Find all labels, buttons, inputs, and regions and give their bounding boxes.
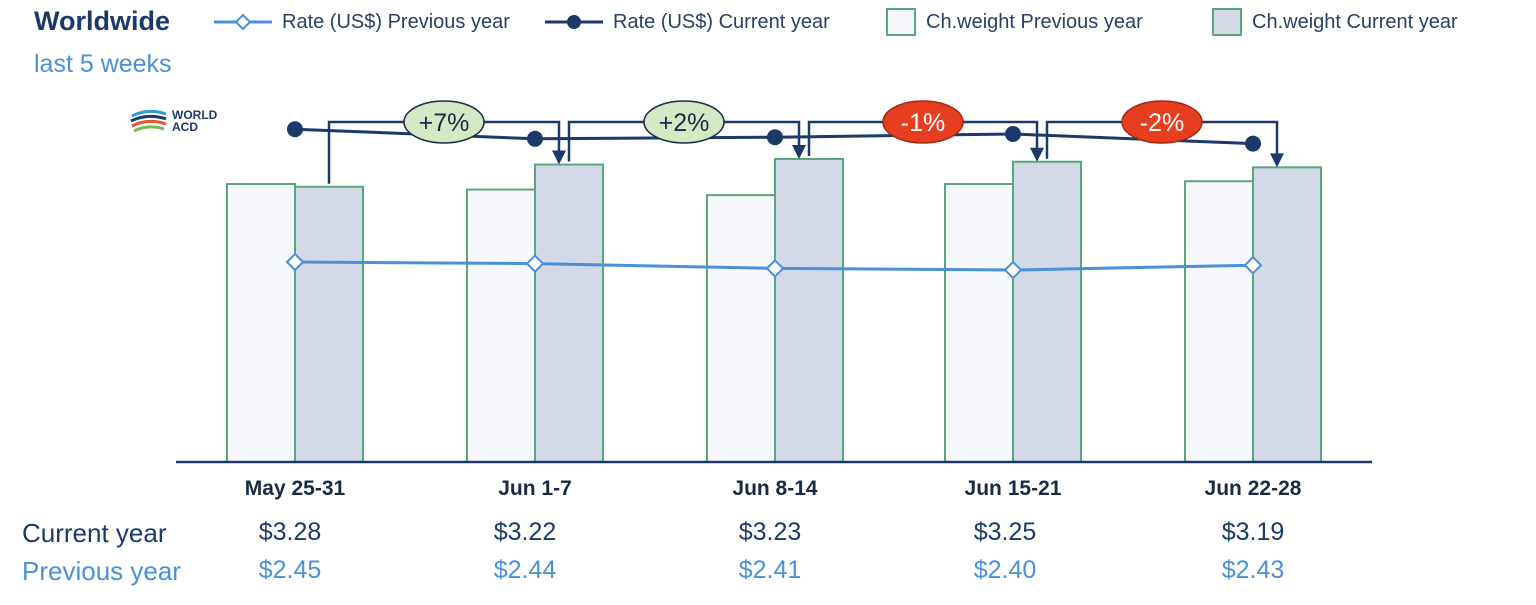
table-value-current-year: $3.23	[738, 518, 802, 546]
point-rate-previous	[285, 252, 305, 272]
chart-title: Worldwide	[34, 6, 171, 36]
world-acd-logo-icon	[130, 109, 167, 133]
change-arrow-icon	[1270, 153, 1284, 168]
table-value-current-year: $3.22	[493, 518, 557, 546]
table-label-current-year: Current year	[22, 518, 167, 548]
legend-label-rate-previous: Rate (US$) Previous year	[282, 10, 510, 33]
table-label-previous-year: Previous year	[22, 556, 181, 586]
change-arrow-icon	[552, 150, 566, 165]
point-rate-previous	[525, 254, 545, 274]
table-value-current-year: $3.19	[1221, 518, 1285, 546]
light-square-icon	[886, 8, 916, 36]
change-arrow-icon	[792, 144, 806, 159]
change-badge	[403, 100, 485, 144]
bar-weight-current	[774, 157, 844, 463]
chart-subtitle: last 5 weeks	[34, 50, 172, 78]
legend-item-rate-current: Rate (US$) Current year	[545, 8, 830, 36]
grey-square-icon	[1212, 8, 1242, 36]
change-badge	[882, 100, 964, 144]
point-rate-current	[1245, 135, 1261, 152]
bar-weight-previous	[1184, 180, 1254, 463]
legend-label-rate-current: Rate (US$) Current year	[613, 10, 830, 33]
point-rate-current	[287, 121, 303, 138]
x-tick-label: Jun 15-21	[965, 477, 1062, 500]
logo-text-line1: WORLD	[172, 108, 218, 122]
legend-item-weight-current: Ch.weight Current year	[1212, 8, 1458, 36]
world-acd-logo: WORLD ACD	[128, 108, 217, 134]
point-rate-current	[1005, 126, 1021, 142]
change-badge	[1121, 100, 1203, 144]
bar-weight-previous	[466, 188, 536, 463]
legend-label-weight-current: Ch.weight Current year	[1252, 10, 1458, 33]
bar-weight-previous	[706, 194, 776, 463]
change-badge-label: +7%	[419, 109, 470, 137]
logo-text-line2: ACD	[172, 120, 198, 134]
bar-weight-previous	[226, 183, 296, 463]
legend-item-weight-previous: Ch.weight Previous year	[886, 8, 1143, 36]
table-value-previous-year: $2.41	[738, 556, 802, 584]
point-rate-current	[527, 130, 543, 147]
bar-weight-previous	[944, 183, 1014, 463]
x-tick-label: Jun 22-28	[1205, 477, 1302, 500]
dot-line-icon	[545, 15, 603, 29]
table-value-previous-year: $2.43	[1221, 556, 1285, 584]
table-value-previous-year: $2.45	[258, 556, 322, 584]
table-value-previous-year: $2.40	[973, 556, 1037, 584]
point-rate-previous	[1003, 260, 1023, 280]
legend-item-rate-previous: Rate (US$) Previous year	[214, 8, 510, 36]
change-badge-label: -2%	[1140, 109, 1184, 137]
point-rate-current	[767, 129, 783, 146]
bar-weight-current	[534, 163, 604, 463]
change-badge-label: -1%	[901, 109, 945, 137]
bar-weight-current	[294, 185, 364, 463]
bar-weight-current	[1012, 160, 1082, 463]
legend-label-weight-previous: Ch.weight Previous year	[926, 10, 1143, 33]
x-tick-label: Jun 8-14	[732, 477, 818, 500]
x-tick-label: May 25-31	[245, 477, 346, 500]
diamond-line-icon	[214, 13, 272, 31]
point-rate-previous	[1243, 255, 1263, 275]
x-tick-label: Jun 1-7	[498, 477, 572, 500]
change-badge-label: +2%	[659, 109, 710, 137]
point-rate-previous	[765, 258, 785, 278]
table-value-current-year: $3.25	[973, 518, 1037, 546]
change-arrow-icon	[1030, 147, 1044, 162]
bar-weight-current	[1252, 166, 1322, 463]
table-value-current-year: $3.28	[258, 518, 322, 546]
table-value-previous-year: $2.44	[493, 556, 557, 584]
change-badge	[643, 100, 725, 144]
